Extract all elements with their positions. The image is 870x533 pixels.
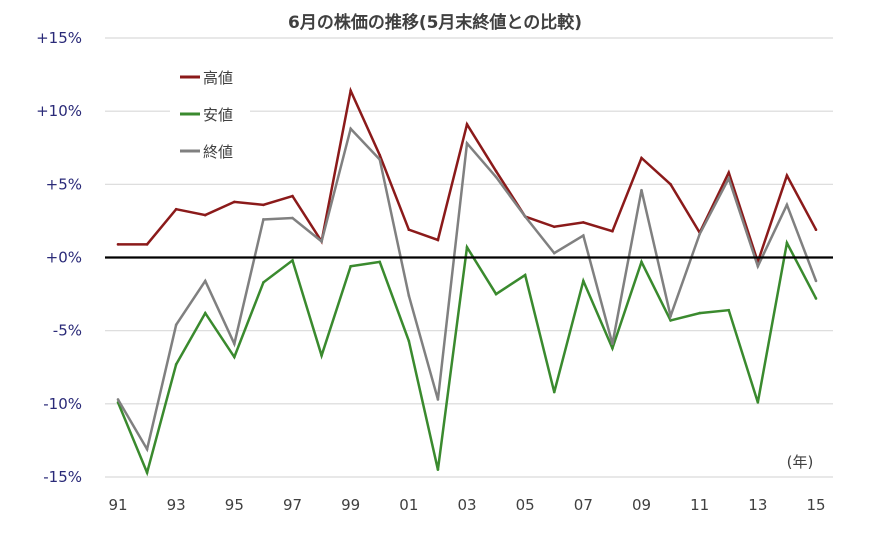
data-point — [262, 281, 265, 284]
data-point — [785, 203, 789, 207]
data-point — [552, 251, 556, 255]
data-point — [320, 240, 323, 243]
x-axis-unit-label: (年) — [787, 453, 814, 471]
data-point — [174, 323, 178, 327]
data-point — [465, 123, 469, 126]
chart-title: 6月の株価の推移(5月末終値との比較) — [287, 13, 583, 33]
legend-label-2: 安値 — [203, 106, 233, 124]
data-point — [669, 319, 672, 322]
data-point — [698, 232, 701, 236]
data-point — [494, 292, 498, 296]
x-tick-label: 97 — [283, 496, 302, 514]
y-tick-label: +0% — [46, 249, 82, 267]
x-tick-label: 91 — [108, 496, 127, 514]
y-tick-label: -10% — [43, 395, 82, 413]
data-point — [494, 169, 498, 173]
data-point — [262, 203, 265, 207]
data-point — [465, 142, 469, 145]
data-point — [727, 177, 731, 180]
data-point — [407, 228, 411, 231]
data-point — [233, 342, 236, 346]
data-point — [378, 260, 382, 264]
data-point — [349, 264, 352, 268]
data-point — [523, 273, 527, 277]
x-tick-label: 09 — [632, 496, 651, 514]
data-point — [727, 171, 731, 174]
data-point — [320, 354, 323, 357]
data-point — [291, 216, 294, 220]
y-tick-label: -15% — [43, 468, 82, 486]
data-point — [523, 215, 527, 218]
data-point — [785, 241, 789, 245]
data-point — [756, 401, 760, 404]
data-point — [203, 311, 207, 315]
data-point — [349, 127, 352, 131]
data-point — [349, 89, 352, 92]
y-tick-label: +5% — [46, 175, 82, 193]
data-point — [145, 243, 149, 246]
data-point — [145, 471, 149, 474]
data-point — [698, 311, 701, 315]
data-point — [233, 200, 236, 204]
data-point — [291, 194, 294, 198]
legend-label-1: 高値 — [203, 69, 233, 87]
data-point — [611, 342, 614, 346]
x-tick-label: 05 — [516, 496, 535, 514]
data-point — [756, 264, 760, 268]
data-point — [611, 346, 614, 350]
data-point — [436, 398, 440, 401]
data-point — [727, 308, 731, 312]
x-tick-label: 11 — [690, 496, 709, 514]
series-line-3 — [116, 126, 818, 453]
data-point — [436, 468, 440, 471]
data-point — [552, 390, 556, 394]
x-tick-label: 93 — [167, 496, 186, 514]
series-line-2 — [116, 239, 818, 477]
legend-label-3: 終値 — [203, 143, 233, 161]
y-tick-label: +10% — [36, 102, 82, 120]
data-point — [407, 339, 411, 343]
data-point — [291, 259, 294, 262]
x-tick-label: 95 — [225, 496, 244, 514]
data-point — [174, 363, 178, 366]
x-tick-label: 01 — [399, 496, 418, 514]
data-point — [669, 183, 672, 186]
data-point — [378, 153, 382, 157]
data-point — [233, 355, 236, 359]
data-point — [552, 225, 556, 229]
data-point — [785, 174, 789, 177]
x-tick-label: 15 — [806, 496, 825, 514]
data-point — [378, 158, 382, 161]
data-point — [203, 279, 207, 283]
data-point — [814, 228, 818, 231]
x-tick-label: 03 — [457, 496, 476, 514]
data-point — [116, 398, 120, 401]
data-point — [116, 243, 120, 246]
data-point — [465, 245, 469, 249]
data-point — [174, 207, 178, 211]
data-point — [145, 447, 149, 451]
data-point — [494, 175, 498, 179]
data-point — [814, 279, 818, 283]
data-point — [262, 218, 265, 221]
data-point — [582, 234, 585, 237]
data-point — [407, 294, 411, 297]
x-tick-label: 99 — [341, 496, 360, 514]
data-point — [640, 188, 643, 192]
x-tick-label: 07 — [574, 496, 593, 514]
data-point — [640, 260, 643, 264]
y-tick-label: +15% — [36, 29, 82, 47]
data-point — [203, 213, 207, 217]
data-point — [436, 238, 440, 242]
data-point — [814, 297, 818, 300]
data-point — [669, 314, 672, 318]
data-point — [582, 221, 585, 224]
y-tick-label: -5% — [53, 322, 82, 340]
data-point — [611, 229, 614, 233]
x-tick-label: 13 — [748, 496, 767, 514]
data-point — [582, 279, 585, 283]
data-point — [640, 156, 643, 160]
